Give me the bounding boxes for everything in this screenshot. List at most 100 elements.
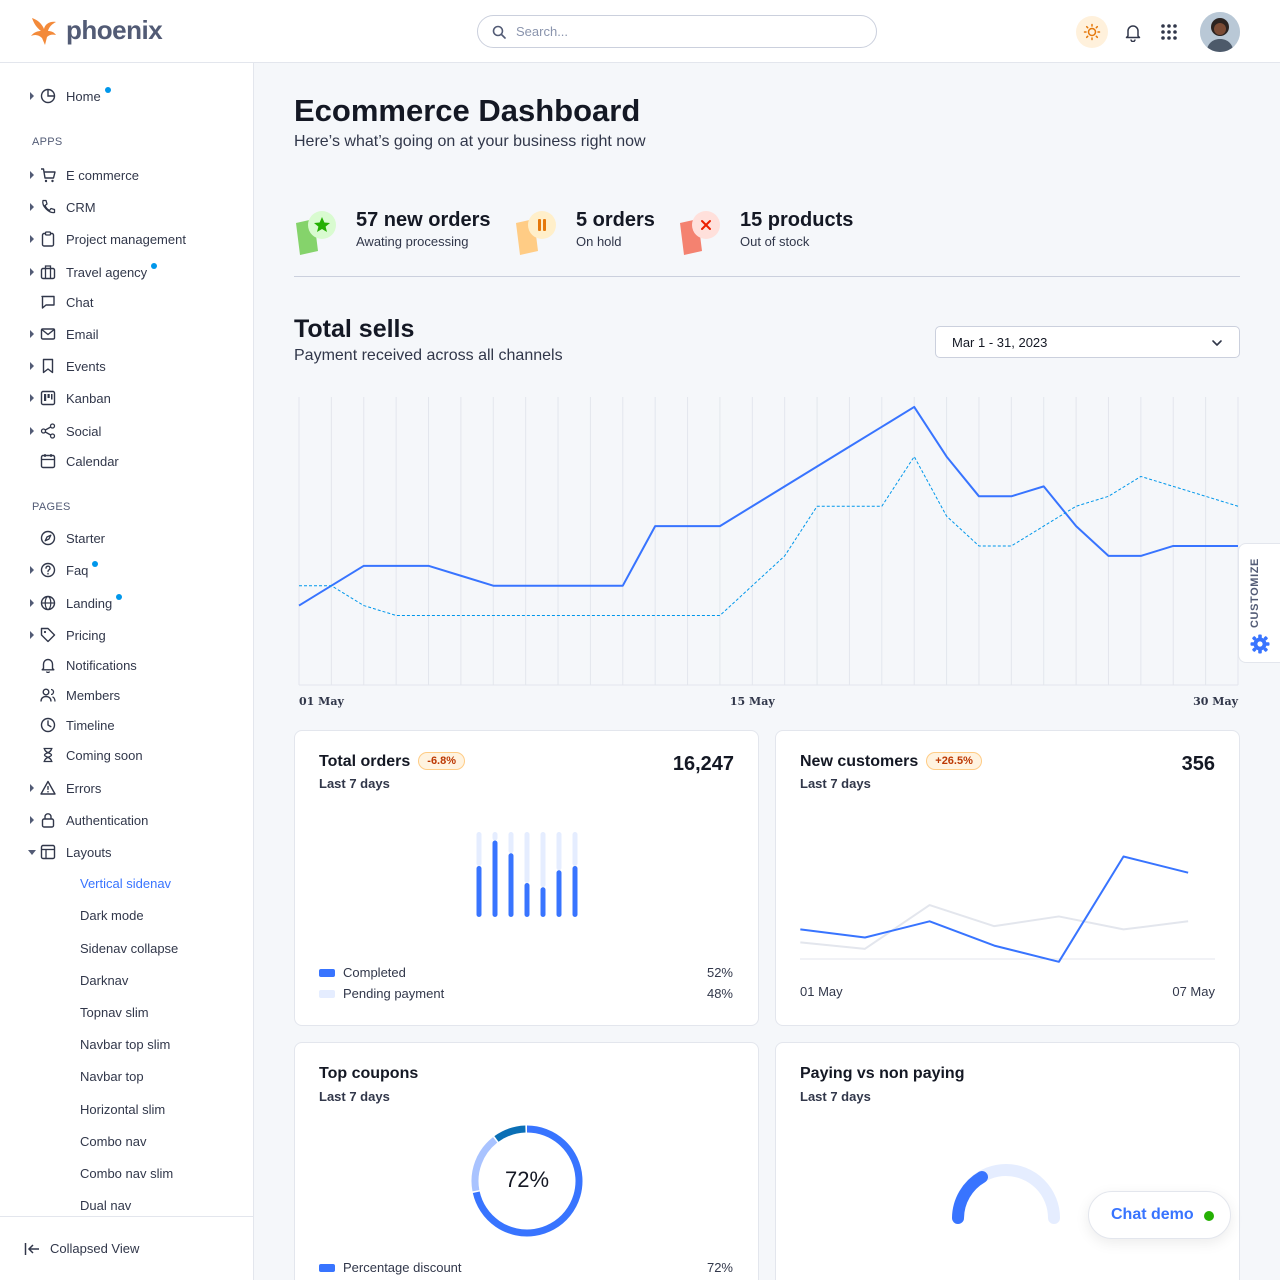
- section-heading-pages: PAGES: [32, 501, 71, 513]
- sidebar-label-text: Events: [66, 358, 106, 374]
- sidebar-item-label: Starter: [66, 531, 105, 546]
- card-title: Total orders -6.8%: [319, 752, 466, 772]
- legend-swatch: [319, 989, 335, 998]
- bar-completed: [540, 887, 546, 917]
- sidebar-item-layouts[interactable]: Layouts: [0, 839, 253, 865]
- sidebar-item-label: Timeline: [66, 718, 115, 733]
- user-avatar[interactable]: [1200, 12, 1240, 52]
- sidebar-item-landing[interactable]: Landing: [0, 590, 253, 616]
- search-input[interactable]: [516, 24, 836, 39]
- apps-grid-button[interactable]: [1158, 21, 1180, 43]
- lock-icon: [39, 811, 57, 829]
- bar-completed: [572, 866, 578, 917]
- briefcase-icon: [39, 263, 57, 281]
- sidebar-item-label: Errors: [66, 781, 101, 796]
- sidebar-subitem-navbar-top[interactable]: Navbar top: [80, 1069, 144, 1084]
- gauge-fill: [952, 1171, 988, 1224]
- sidebar-item-pricing[interactable]: Pricing: [0, 622, 253, 648]
- card-subtitle: Last 7 days: [319, 776, 390, 791]
- sidebar-item-crm[interactable]: CRM: [0, 194, 253, 220]
- sidebar-subitem-darknav[interactable]: Darknav: [80, 973, 129, 988]
- sidebar-label-text: Landing: [66, 595, 113, 611]
- caret-right-icon: [30, 631, 34, 639]
- sidebar-item-project-management[interactable]: Project management: [0, 226, 253, 252]
- collapsed-view-button[interactable]: Collapsed View: [0, 1216, 253, 1280]
- sidebar-item-members[interactable]: Members: [0, 682, 253, 708]
- sidebar-item-label: Events: [66, 359, 106, 374]
- avatar-photo-icon: [1200, 12, 1240, 52]
- previous-period-line: [800, 904, 1189, 950]
- sidebar-item-events[interactable]: Events: [0, 353, 253, 379]
- sidebar-item-coming-soon[interactable]: Coming soon: [0, 742, 253, 768]
- caret-right-icon: [30, 566, 34, 574]
- sidebar-item-chat[interactable]: Chat: [0, 289, 253, 315]
- sidebar-subitem-horizontal-slim[interactable]: Horizontal slim: [80, 1102, 166, 1117]
- sidebar-subitem-sidenav-collapse[interactable]: Sidenav collapse: [80, 941, 179, 956]
- legend-swatch: [319, 968, 335, 977]
- customize-tab[interactable]: CUSTOMIZE: [1238, 543, 1280, 663]
- top-actions: [1076, 12, 1240, 52]
- sidebar-subitem-combo-nav-slim[interactable]: Combo nav slim: [80, 1166, 174, 1181]
- stats-row: 57 new orders Awating processing 5 order…: [294, 205, 1240, 265]
- sidebar-label-text: Notifications: [66, 657, 137, 673]
- caret-right-icon: [30, 171, 34, 179]
- online-status-dot: [1204, 1211, 1214, 1221]
- sidebar-label-text: Social: [66, 423, 102, 439]
- stat-subtitle: Out of stock: [740, 234, 810, 249]
- users-icon: [39, 686, 57, 704]
- sidebar-item-home[interactable]: Home: [0, 83, 253, 109]
- chat-demo-button[interactable]: Chat demo: [1088, 1191, 1231, 1239]
- theme-toggle-button[interactable]: [1076, 16, 1108, 48]
- sidebar-item-label: Chat: [66, 295, 93, 310]
- globe-icon: [39, 594, 57, 612]
- sidebar-label-text: Faq: [66, 562, 89, 578]
- sidebar-item-label: Layouts: [66, 845, 112, 860]
- caret-right-icon: [30, 235, 34, 243]
- sidebar-item-label: Pricing: [66, 628, 106, 643]
- sidebar-item-starter[interactable]: Starter: [0, 525, 253, 551]
- donut-slice-1: [472, 1125, 583, 1237]
- date-range-select[interactable]: Mar 1 - 31, 2023: [935, 326, 1240, 358]
- page-subtitle: Here’s what’s going on at your business …: [294, 133, 646, 150]
- brand-logo[interactable]: phoenix: [28, 14, 163, 46]
- sidebar-item-e-commerce[interactable]: E commerce: [0, 162, 253, 188]
- sidebar-subitem-combo-nav[interactable]: Combo nav: [80, 1134, 147, 1149]
- sidebar-item-email[interactable]: Email: [0, 321, 253, 347]
- notifications-button[interactable]: [1122, 21, 1144, 43]
- caret-right-icon: [30, 784, 34, 792]
- sidebar-subitem-dark-mode[interactable]: Dark mode: [80, 908, 144, 923]
- sidebar-subitem-navbar-top-slim[interactable]: Navbar top slim: [80, 1037, 171, 1052]
- top-navbar: phoenix: [0, 0, 1280, 63]
- current-period-line: [800, 855, 1189, 963]
- sidebar-item-social[interactable]: Social: [0, 418, 253, 444]
- sidebar-item-kanban[interactable]: Kanban: [0, 385, 253, 411]
- sidebar-subitem-vertical-sidenav[interactable]: Vertical sidenav: [80, 876, 172, 891]
- bar-pending: [508, 832, 514, 854]
- legend-percentage-discount: Percentage discount 72%: [319, 1260, 733, 1275]
- sidebar-item-calendar[interactable]: Calendar: [0, 448, 253, 474]
- sidebar-item-travel-agency[interactable]: Travel agency: [0, 259, 253, 285]
- caret-right-icon: [30, 203, 34, 211]
- new-indicator-dot: [92, 560, 99, 567]
- sidebar-item-timeline[interactable]: Timeline: [0, 712, 253, 738]
- top-coupons-donut-chart: [471, 1125, 583, 1237]
- sidebar-label-text: Layouts: [66, 844, 112, 860]
- x-axis-start-label: 01 May: [800, 984, 843, 999]
- sidebar-label-text: Timeline: [66, 717, 115, 733]
- sidebar-label-text: Email: [66, 326, 99, 342]
- sidebar-item-authentication[interactable]: Authentication: [0, 807, 253, 833]
- gear-icon: [1250, 634, 1270, 654]
- sidebar-subitem-topnav-slim[interactable]: Topnav slim: [80, 1005, 149, 1020]
- sidebar-subitem-dual-nav[interactable]: Dual nav: [80, 1198, 132, 1213]
- sidebar-item-notifications[interactable]: Notifications: [0, 652, 253, 678]
- bar-completed: [524, 883, 530, 917]
- total-sells-subtitle: Payment received across all channels: [294, 347, 563, 364]
- card-title: Paying vs non paying: [800, 1065, 965, 1082]
- sidebar-item-errors[interactable]: Errors: [0, 775, 253, 801]
- sidebar-item-faq[interactable]: Faq: [0, 557, 253, 583]
- new-customers-line-chart: [800, 855, 1215, 963]
- search-box[interactable]: [477, 15, 877, 48]
- section-heading-apps: APPS: [32, 136, 63, 148]
- sidebar-label-text: Errors: [66, 780, 102, 796]
- bar-pending: [556, 832, 562, 871]
